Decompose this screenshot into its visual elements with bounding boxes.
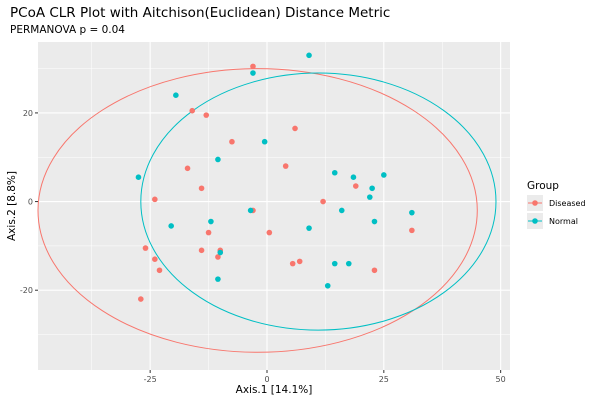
plot-panel (38, 42, 510, 370)
minor-gridlines (38, 42, 510, 370)
chart-subtitle: PERMANOVA p = 0.04 (10, 24, 125, 36)
legend-label: Normal (549, 217, 578, 226)
x-axis-ticks: -25 0 25 50 (144, 370, 506, 384)
point-diseased (409, 227, 415, 234)
point-diseased (189, 107, 196, 114)
point-normal (215, 276, 221, 282)
point-normal (135, 174, 142, 180)
point-diseased (266, 229, 273, 236)
y-axis-ticks: -20 0 20 (20, 109, 38, 295)
point-normal (217, 249, 224, 256)
point-normal (306, 52, 312, 59)
point-diseased (198, 185, 205, 192)
point-normal (338, 207, 345, 214)
legend-key-point (532, 200, 538, 206)
ellipse-diseased (37, 68, 478, 353)
legend: Group Diseased Normal (527, 180, 586, 229)
point-diseased (250, 63, 256, 70)
legend-key-point (532, 218, 538, 224)
point-diseased (352, 183, 359, 189)
legend-title: Group (527, 180, 559, 192)
point-normal (247, 207, 254, 214)
point-normal (331, 260, 338, 267)
point-diseased (198, 247, 205, 254)
point-normal (215, 156, 221, 163)
x-tick-label: -25 (144, 375, 157, 384)
point-normal (208, 218, 214, 225)
major-gridlines (38, 42, 510, 370)
y-tick-label: -20 (20, 286, 33, 295)
point-diseased (205, 229, 212, 236)
point-diseased (152, 196, 158, 203)
point-normal (306, 225, 312, 231)
point-normal (261, 138, 268, 145)
legend-item-normal: Normal (527, 213, 578, 229)
point-normal (369, 185, 375, 192)
point-diseased (142, 245, 149, 251)
x-tick-label: 50 (496, 375, 506, 384)
ellipse-normal (140, 72, 497, 331)
point-normal (345, 260, 352, 267)
point-diseased (282, 163, 289, 169)
point-normal (250, 70, 256, 76)
legend-items: Diseased Normal (527, 195, 586, 229)
point-normal (350, 174, 357, 180)
point-diseased (156, 267, 163, 274)
point-diseased (138, 296, 144, 302)
y-tick-label: 20 (23, 109, 33, 118)
point-normal (173, 92, 179, 98)
point-diseased (289, 260, 296, 267)
point-diseased (320, 198, 326, 205)
x-tick-label: 25 (379, 375, 389, 384)
confidence-ellipses (37, 68, 497, 353)
legend-item-diseased: Diseased (527, 195, 586, 211)
point-diseased (184, 165, 191, 172)
point-diseased (292, 125, 298, 132)
y-tick-label: 0 (28, 198, 33, 207)
point-diseased (215, 254, 221, 260)
chart-title: PCoA CLR Plot with Aitchison(Euclidean) … (10, 5, 390, 21)
point-normal (409, 209, 415, 216)
point-normal (371, 218, 378, 225)
point-diseased (152, 256, 158, 262)
point-diseased (371, 267, 378, 274)
data-points (135, 52, 415, 302)
point-diseased (296, 258, 303, 265)
point-normal (331, 169, 338, 176)
point-normal (168, 223, 174, 229)
point-diseased (203, 112, 210, 118)
point-normal (324, 282, 331, 289)
point-diseased (229, 138, 235, 145)
x-tick-label: 0 (264, 375, 269, 384)
point-normal (367, 194, 373, 200)
x-axis-title: Axis.1 [14.1%] (236, 384, 313, 396)
y-axis-title: Axis.2 [8.8%] (6, 171, 18, 241)
point-normal (381, 172, 387, 178)
legend-label: Diseased (549, 199, 586, 208)
